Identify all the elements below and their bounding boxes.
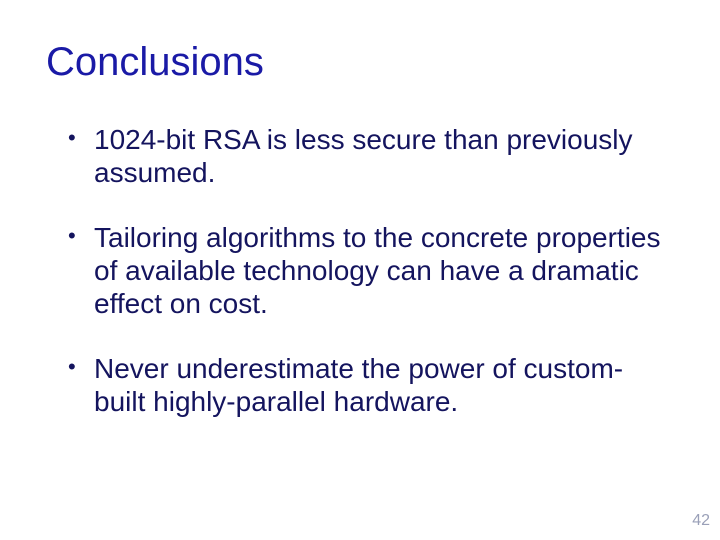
- bullet-item: 1024-bit RSA is less secure than previou…: [68, 123, 670, 189]
- bullet-item: Never underestimate the power of custom-…: [68, 352, 670, 418]
- page-number: 42: [692, 512, 710, 530]
- bullet-list: 1024-bit RSA is less secure than previou…: [50, 123, 670, 418]
- bullet-item: Tailoring algorithms to the concrete pro…: [68, 221, 670, 320]
- slide-title: Conclusions: [46, 40, 670, 85]
- slide: Conclusions 1024-bit RSA is less secure …: [0, 0, 720, 540]
